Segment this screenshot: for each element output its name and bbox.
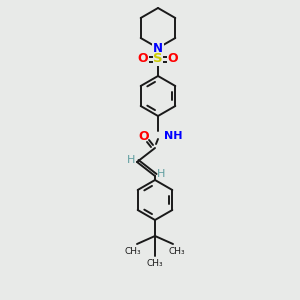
- Text: H: H: [157, 169, 165, 179]
- Text: H: H: [127, 155, 135, 165]
- Text: O: O: [168, 52, 178, 65]
- Text: CH₃: CH₃: [125, 247, 141, 256]
- Text: NH: NH: [164, 131, 182, 141]
- Text: CH₃: CH₃: [169, 247, 185, 256]
- Text: O: O: [138, 52, 148, 65]
- Text: CH₃: CH₃: [147, 259, 163, 268]
- Text: N: N: [153, 41, 163, 55]
- Text: S: S: [153, 52, 163, 65]
- Text: O: O: [139, 130, 149, 143]
